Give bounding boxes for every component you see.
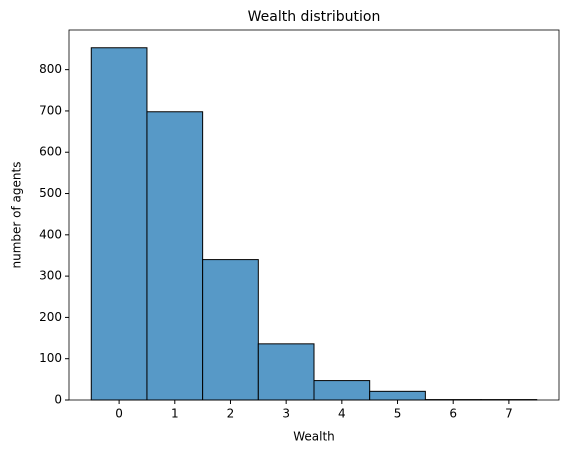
x-tick-label: 5 <box>394 407 402 421</box>
y-tick-label: 100 <box>39 351 62 365</box>
bar <box>90 47 148 401</box>
bar <box>146 111 204 401</box>
x-tick-label: 3 <box>282 407 290 421</box>
bar <box>257 343 315 401</box>
bar <box>369 390 426 401</box>
y-tick-label: 0 <box>54 393 62 407</box>
y-tick-label: 200 <box>39 310 62 324</box>
y-tick-label: 400 <box>39 227 62 241</box>
y-tick-label: 500 <box>39 186 62 200</box>
x-tick-label: 4 <box>338 407 346 421</box>
plot-frame <box>68 29 560 401</box>
y-tick-label: 300 <box>39 269 62 283</box>
y-tick-label: 700 <box>39 103 62 117</box>
x-axis-label: Wealth <box>293 430 335 444</box>
y-axis-label: number of agents <box>10 162 24 269</box>
x-tick-label: 7 <box>505 407 513 421</box>
x-tick-label: 1 <box>171 407 179 421</box>
x-tick-label: 6 <box>449 407 457 421</box>
bar <box>202 259 259 401</box>
y-tick-label: 800 <box>39 62 62 76</box>
bar <box>313 380 371 401</box>
y-tick-label: 600 <box>39 145 62 159</box>
x-tick-label: 0 <box>115 407 123 421</box>
x-tick-label: 2 <box>227 407 235 421</box>
chart-title: Wealth distribution <box>248 9 381 25</box>
